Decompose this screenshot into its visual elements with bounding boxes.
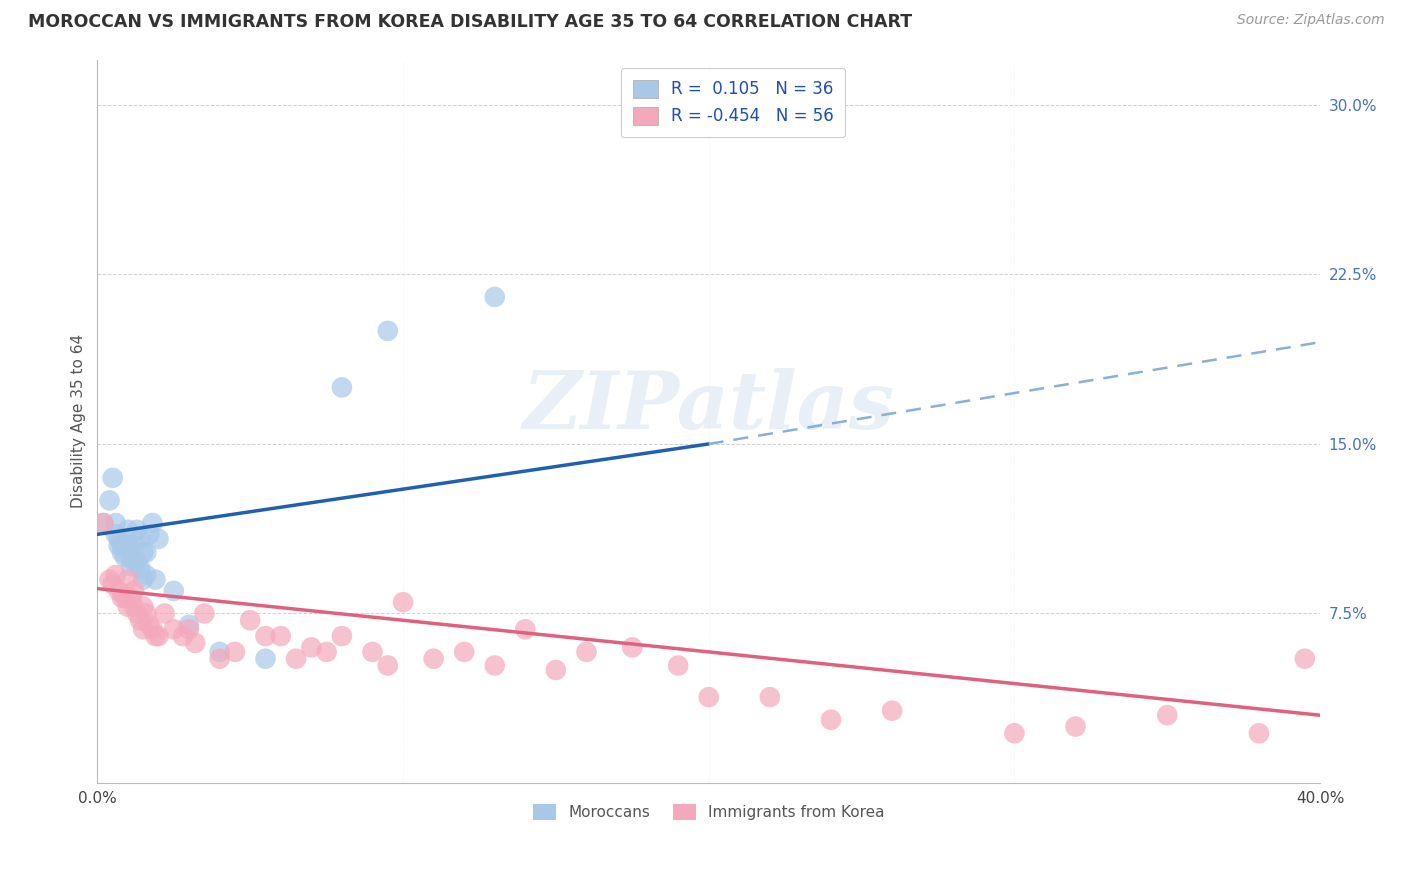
Point — [127, 523, 149, 537]
Point — [224, 645, 246, 659]
Point — [148, 629, 170, 643]
Point — [453, 645, 475, 659]
Point — [148, 532, 170, 546]
Point — [285, 651, 308, 665]
Point — [330, 380, 353, 394]
Point — [184, 636, 207, 650]
Point — [1156, 708, 1178, 723]
Point — [117, 523, 139, 537]
Point — [132, 599, 155, 614]
Legend: Moroccans, Immigrants from Korea: Moroccans, Immigrants from Korea — [527, 797, 890, 826]
Point — [621, 640, 644, 655]
Point — [208, 651, 231, 665]
Point — [1247, 726, 1270, 740]
Point — [129, 532, 152, 546]
Point — [122, 539, 145, 553]
Point — [1002, 726, 1025, 740]
Point — [177, 617, 200, 632]
Point — [117, 539, 139, 553]
Point — [104, 516, 127, 530]
Point — [361, 645, 384, 659]
Point — [114, 549, 136, 564]
Point — [208, 645, 231, 659]
Point — [114, 591, 136, 605]
Point — [330, 629, 353, 643]
Point — [141, 623, 163, 637]
Point — [1294, 651, 1316, 665]
Point — [145, 573, 167, 587]
Point — [377, 658, 399, 673]
Point — [177, 623, 200, 637]
Point — [135, 607, 157, 621]
Point — [117, 573, 139, 587]
Point — [422, 651, 444, 665]
Point — [101, 577, 124, 591]
Point — [122, 554, 145, 568]
Text: Source: ZipAtlas.com: Source: ZipAtlas.com — [1237, 13, 1385, 28]
Point — [111, 545, 134, 559]
Point — [127, 554, 149, 568]
Point — [153, 607, 176, 621]
Point — [120, 559, 142, 574]
Point — [104, 527, 127, 541]
Point — [1064, 719, 1087, 733]
Point — [145, 629, 167, 643]
Point — [98, 493, 121, 508]
Point — [254, 629, 277, 643]
Point — [101, 471, 124, 485]
Point — [132, 623, 155, 637]
Point — [107, 583, 129, 598]
Y-axis label: Disability Age 35 to 64: Disability Age 35 to 64 — [72, 334, 86, 508]
Point — [138, 527, 160, 541]
Point — [163, 623, 186, 637]
Point — [820, 713, 842, 727]
Point — [129, 561, 152, 575]
Point — [120, 591, 142, 605]
Point — [132, 545, 155, 559]
Point — [544, 663, 567, 677]
Point — [377, 324, 399, 338]
Point — [135, 568, 157, 582]
Point — [172, 629, 194, 643]
Point — [114, 539, 136, 553]
Point — [697, 690, 720, 705]
Point — [666, 658, 689, 673]
Point — [135, 545, 157, 559]
Point — [575, 645, 598, 659]
Point — [239, 613, 262, 627]
Point — [104, 568, 127, 582]
Text: MOROCCAN VS IMMIGRANTS FROM KOREA DISABILITY AGE 35 TO 64 CORRELATION CHART: MOROCCAN VS IMMIGRANTS FROM KOREA DISABI… — [28, 13, 912, 31]
Point — [132, 573, 155, 587]
Point — [484, 290, 506, 304]
Point — [299, 640, 322, 655]
Point — [254, 651, 277, 665]
Point — [163, 583, 186, 598]
Point — [193, 607, 215, 621]
Point — [484, 658, 506, 673]
Point — [122, 583, 145, 598]
Point — [107, 539, 129, 553]
Point — [111, 591, 134, 605]
Point — [117, 599, 139, 614]
Point — [759, 690, 782, 705]
Point — [515, 623, 537, 637]
Point — [270, 629, 292, 643]
Text: ZIPatlas: ZIPatlas — [523, 368, 894, 446]
Point — [392, 595, 415, 609]
Point — [98, 573, 121, 587]
Point — [138, 617, 160, 632]
Point — [111, 539, 134, 553]
Point — [127, 607, 149, 621]
Point — [882, 704, 904, 718]
Point — [93, 516, 115, 530]
Point — [122, 599, 145, 614]
Point — [93, 516, 115, 530]
Point — [107, 532, 129, 546]
Point — [315, 645, 337, 659]
Point — [120, 549, 142, 564]
Point — [141, 516, 163, 530]
Point — [129, 613, 152, 627]
